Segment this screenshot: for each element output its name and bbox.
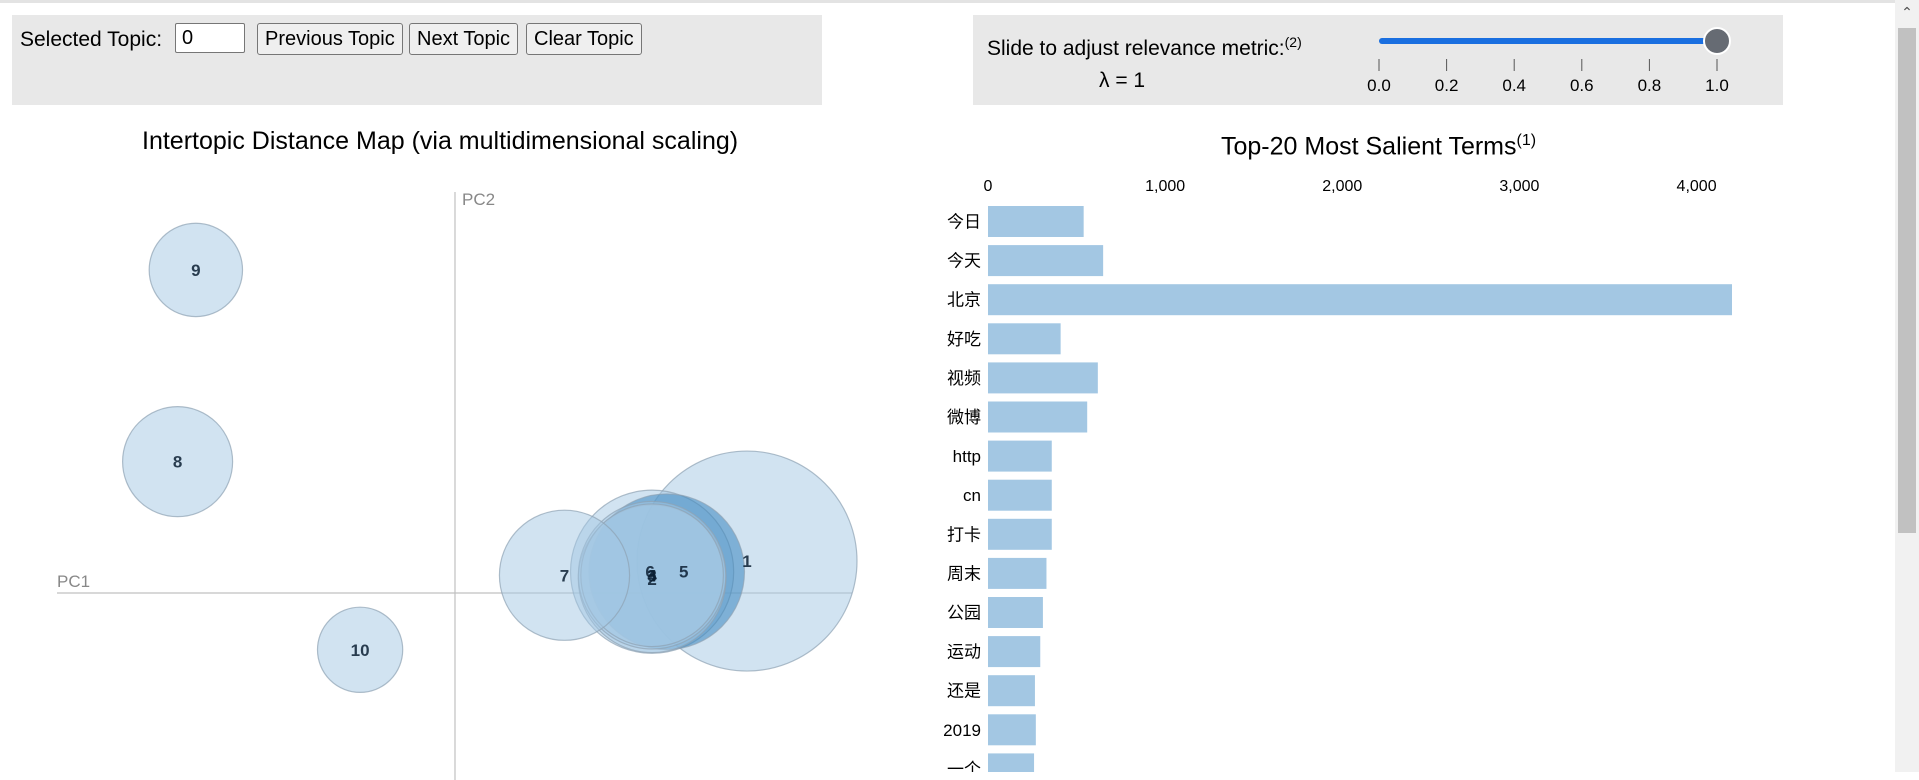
selected-topic-input[interactable]: 0 — [175, 23, 245, 53]
term-label: 还是 — [947, 682, 981, 701]
topic-label-8: 8 — [173, 453, 182, 472]
slider-fill — [1379, 38, 1717, 44]
slider-tick-label: 1.0 — [1705, 76, 1729, 95]
clear-topic-button[interactable]: Clear Topic — [526, 23, 642, 55]
term-label: 今日 — [947, 213, 981, 232]
term-bar[interactable] — [988, 636, 1041, 668]
term-bar[interactable] — [988, 206, 1084, 237]
relevance-panel: Slide to adjust relevance metric:(2) λ =… — [973, 15, 1783, 105]
topic-circle-10[interactable] — [316, 606, 404, 694]
topic-label-1: 1 — [742, 552, 751, 571]
relevance-footnote: (2) — [1284, 34, 1302, 50]
pc1-label: PC1 — [57, 572, 90, 591]
slider-thumb[interactable] — [1703, 27, 1731, 55]
topic-label-9: 9 — [191, 261, 200, 280]
terms-title-text: Top-20 Most Salient Terms — [1221, 132, 1517, 161]
intertopic-distance-map[interactable]: PC1 PC2 1 234 5 6 7 8 9 10 — [0, 160, 900, 780]
term-label: 好吃 — [947, 330, 981, 349]
slider-tick-label: 0.8 — [1638, 76, 1662, 95]
x-tick-label: 3,000 — [1499, 178, 1539, 195]
x-tick-label: 4,000 — [1677, 178, 1717, 195]
term-label: 2019 — [943, 721, 981, 740]
relevance-slider[interactable]: 0.0 0.2 0.4 0.6 0.8 1.0 — [1363, 15, 1783, 105]
topic-controls-panel: Selected Topic: 0 Previous Topic Next To… — [12, 15, 822, 105]
terms-footnote: (1) — [1516, 132, 1537, 149]
term-bar[interactable] — [988, 479, 1052, 511]
term-label: 今天 — [947, 252, 981, 271]
term-bar[interactable] — [988, 245, 1104, 277]
term-label: 公园 — [947, 604, 981, 623]
term-bar[interactable] — [988, 675, 1035, 707]
topic-label-5: 5 — [679, 563, 688, 582]
topic-circle-9[interactable] — [148, 222, 244, 318]
term-label: cn — [963, 486, 981, 505]
term-label: 微博 — [947, 408, 981, 427]
scroll-up-icon[interactable]: ⌃ — [1901, 4, 1913, 20]
term-bar[interactable] — [988, 518, 1052, 550]
slider-tick-label: 0.0 — [1367, 76, 1391, 95]
topic-label-3: 3 — [647, 566, 656, 585]
term-label: 运动 — [947, 643, 981, 662]
mds-chart-title: Intertopic Distance Map (via multidimens… — [142, 127, 739, 155]
term-label: 打卡 — [947, 525, 981, 544]
x-tick-label: 2,000 — [1322, 178, 1362, 195]
relevance-label-text: Slide to adjust relevance metric: — [987, 37, 1285, 60]
topic-label-10: 10 — [351, 641, 370, 660]
topic-label-7: 7 — [560, 566, 569, 585]
x-tick-label: 0 — [984, 178, 993, 195]
vertical-scrollbar[interactable]: ⌃ — [1895, 0, 1919, 772]
next-topic-button[interactable]: Next Topic — [409, 23, 519, 55]
term-bar[interactable] — [988, 597, 1043, 628]
term-bar[interactable] — [988, 362, 1098, 394]
scroll-thumb[interactable] — [1898, 28, 1916, 533]
topic-label-2: 2 — [647, 570, 656, 589]
term-bar[interactable] — [988, 401, 1088, 433]
pc2-label: PC2 — [462, 190, 495, 209]
x-tick-label: 1,000 — [1145, 178, 1185, 195]
topic-label-6: 6 — [645, 563, 654, 582]
term-label: http — [953, 447, 981, 466]
term-bar[interactable] — [988, 714, 1036, 746]
term-label: 周末 — [947, 564, 981, 583]
terms-chart-title: Top-20 Most Salient Terms(1) — [1221, 126, 1536, 161]
top-border — [0, 0, 1919, 3]
term-label: 视频 — [947, 369, 981, 388]
selected-topic-label: Selected Topic: — [20, 28, 163, 51]
term-bar[interactable] — [988, 753, 1035, 772]
relevance-label: Slide to adjust relevance metric:(2) — [987, 29, 1302, 62]
lambda-value: λ = 1 — [1099, 69, 1146, 92]
topic-circle-7[interactable] — [498, 509, 631, 641]
term-bar[interactable] — [988, 557, 1047, 589]
slider-tick-label: 0.2 — [1435, 76, 1459, 95]
term-bar[interactable] — [988, 323, 1061, 355]
topic-label-4: 4 — [647, 566, 657, 585]
term-label: 一个 — [947, 760, 981, 772]
term-label: 北京 — [947, 291, 981, 310]
slider-tick-label: 0.4 — [1502, 76, 1526, 95]
term-bar[interactable] — [988, 440, 1052, 472]
topic-circle-8[interactable] — [122, 406, 234, 518]
term-bar[interactable] — [988, 284, 1732, 316]
slider-tick-label: 0.6 — [1570, 76, 1594, 95]
previous-topic-button[interactable]: Previous Topic — [257, 23, 403, 55]
